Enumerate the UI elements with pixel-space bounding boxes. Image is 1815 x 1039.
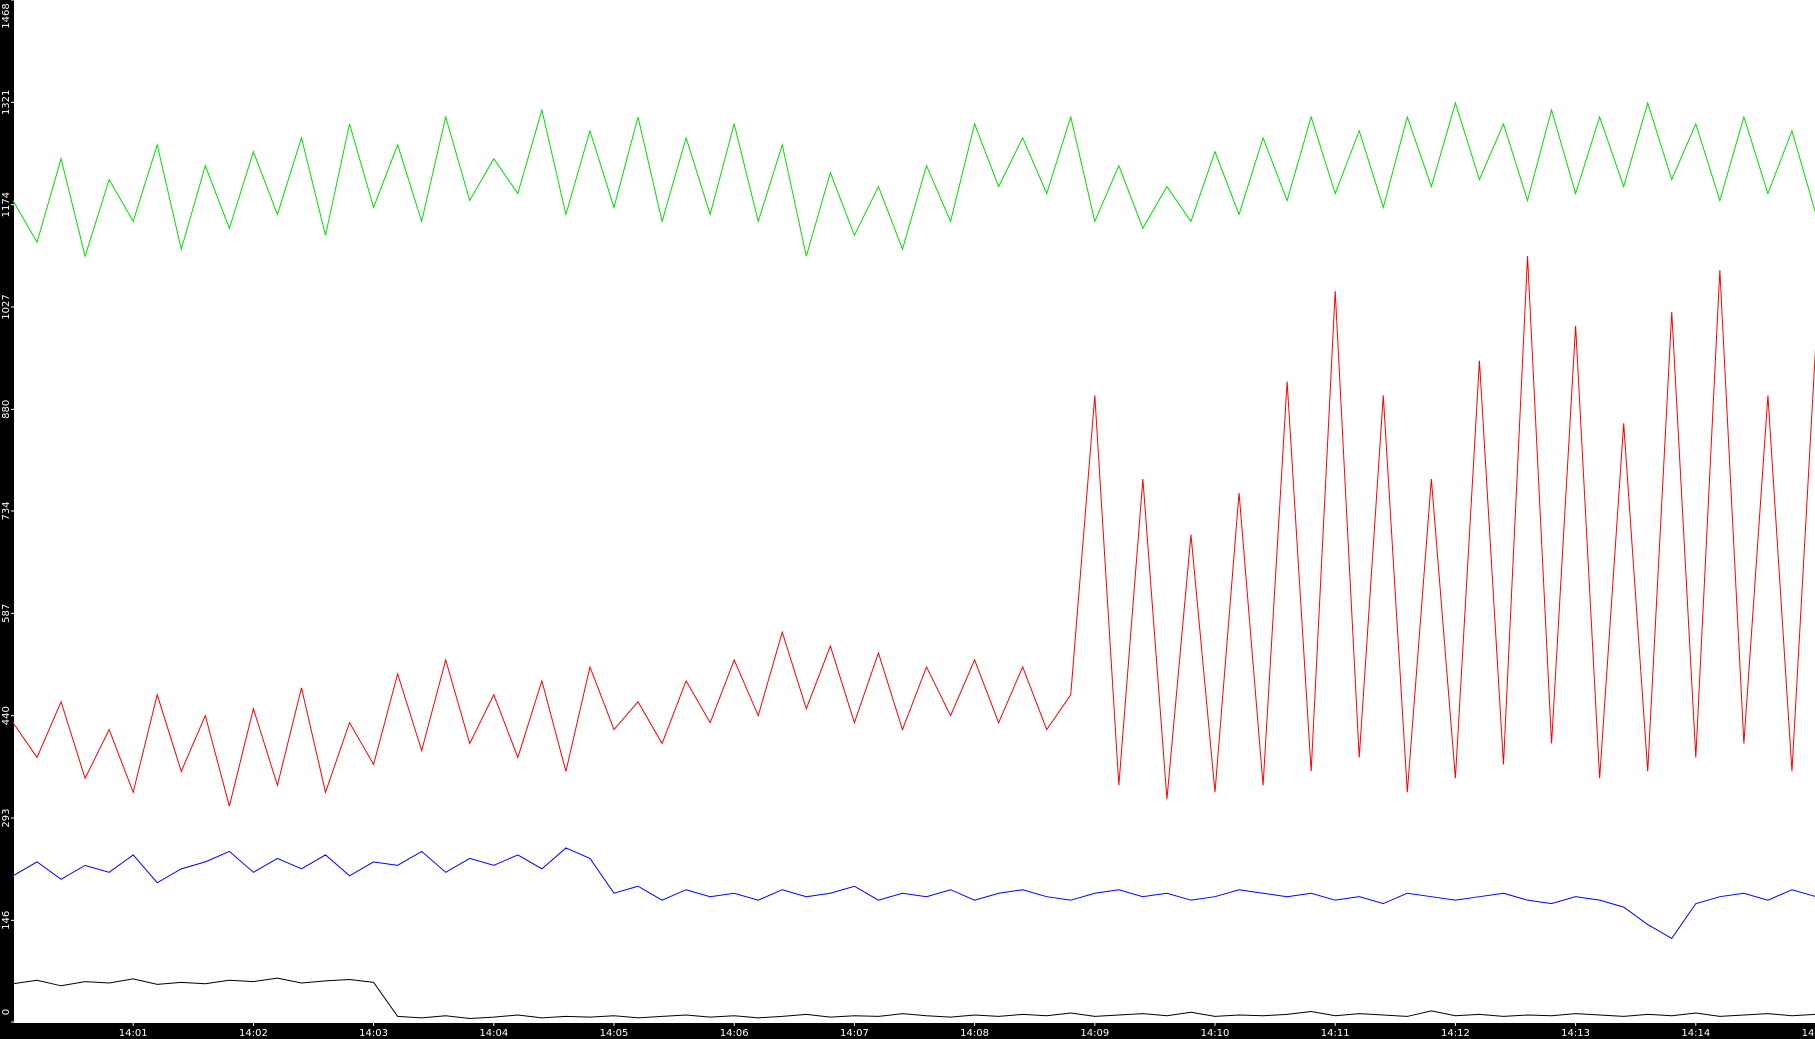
x-tick-label: 14:14	[1681, 1028, 1710, 1039]
series-line	[12, 101, 1815, 259]
x-tick-label: 14:11	[1321, 1028, 1350, 1039]
x-tick-label: 14:02	[239, 1028, 268, 1039]
y-tick-label: 880	[1, 400, 12, 419]
y-tick-label: 1174	[1, 192, 12, 217]
x-tick-label: 14:15	[1802, 1028, 1815, 1039]
series-line	[12, 977, 1815, 1020]
x-tick-label: 14:07	[840, 1028, 869, 1039]
x-tick-label: 14:06	[720, 1028, 749, 1039]
x-tick-label: 14:08	[960, 1028, 989, 1039]
y-tick-label: 1468	[1, 3, 12, 28]
x-axis-bar	[0, 1023, 1815, 1039]
y-tick-label: 587	[1, 604, 12, 623]
y-tick-label: 1321	[1, 90, 12, 115]
y-tick-label: 146	[1, 911, 12, 930]
series-line	[12, 256, 1815, 807]
x-tick-label: 14:13	[1561, 1028, 1590, 1039]
y-tick-label: 440	[1, 706, 12, 725]
series-line	[12, 847, 1815, 940]
y-axis-bar	[0, 0, 14, 1039]
y-tick-label: 293	[1, 808, 12, 827]
x-tick-label: 14:10	[1201, 1028, 1230, 1039]
y-tick-label: 734	[1, 501, 12, 520]
x-tick-label: 14:03	[359, 1028, 388, 1039]
x-tick-label: 14:09	[1080, 1028, 1109, 1039]
y-tick-label: 0	[1, 1009, 12, 1015]
y-tick-label: 1027	[1, 294, 12, 319]
x-tick-label: 14:05	[600, 1028, 629, 1039]
x-tick-label: 14:04	[479, 1028, 508, 1039]
x-tick-label: 14:12	[1441, 1028, 1470, 1039]
x-tick-label: 14:01	[119, 1028, 148, 1039]
